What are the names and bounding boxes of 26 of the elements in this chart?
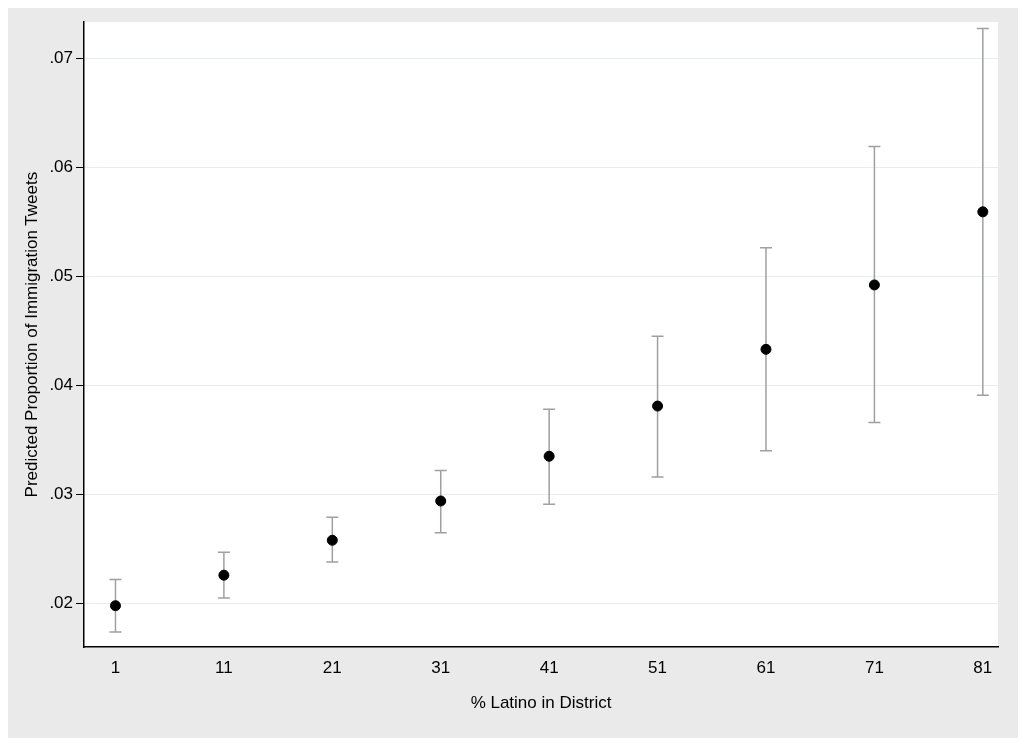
y-tick-label: .03 — [49, 484, 74, 504]
y-tick-label: .07 — [49, 47, 74, 67]
x-tick-label: 41 — [539, 658, 559, 678]
x-tick-label: 31 — [431, 658, 451, 678]
y-tick-label: .02 — [49, 593, 74, 613]
point — [435, 495, 447, 507]
x-tick-label: 71 — [864, 658, 884, 678]
x-tick-label: 21 — [322, 658, 342, 678]
point — [652, 400, 664, 412]
y-tick-label: .05 — [49, 265, 74, 285]
point — [760, 343, 772, 355]
x-tick-label: 1 — [110, 658, 121, 678]
x-tick-label: 61 — [756, 658, 776, 678]
y-tick-label: .04 — [49, 375, 74, 395]
point — [868, 279, 880, 291]
y-tick-label: .06 — [49, 156, 74, 176]
y-axis-title: Predicted Proportion of Immigration Tweets — [21, 171, 41, 498]
x-tick-label: 11 — [215, 658, 233, 678]
point — [109, 600, 121, 612]
point — [543, 450, 555, 462]
x-axis-title: % Latino in District — [470, 693, 612, 713]
point — [977, 206, 989, 218]
point — [218, 569, 230, 581]
point — [326, 534, 338, 546]
x-tick-label: 81 — [973, 658, 993, 678]
x-tick-label: 51 — [648, 658, 668, 678]
